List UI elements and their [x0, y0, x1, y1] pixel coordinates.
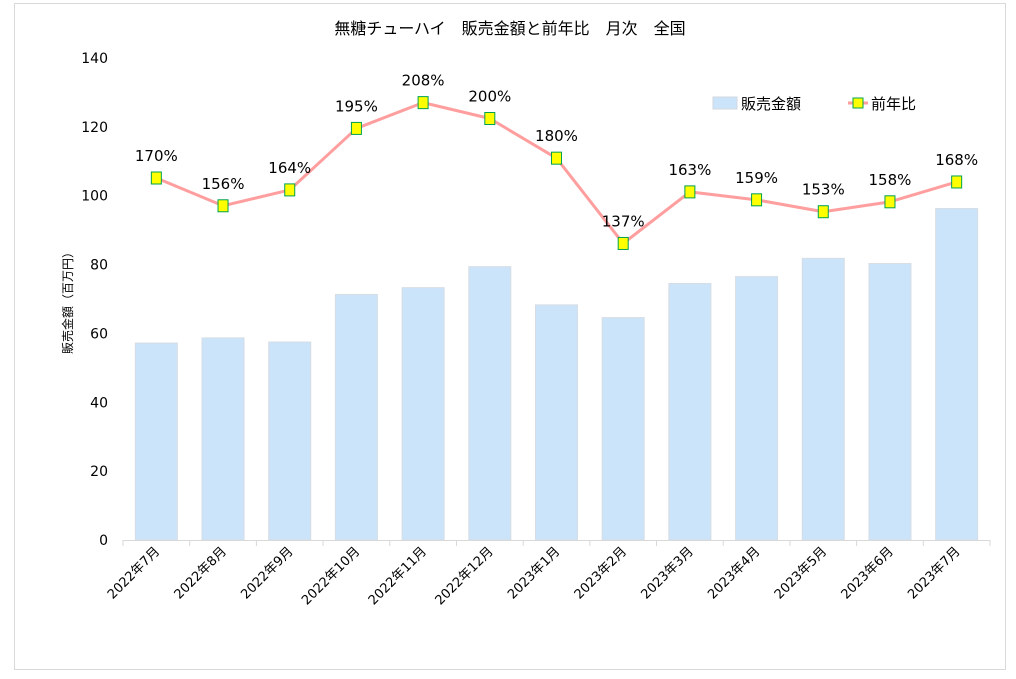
x-tick-label: 2022年9月 [238, 544, 296, 602]
bar [601, 317, 645, 541]
x-tick-label: 2023年7月 [905, 544, 963, 602]
yoy-marker [217, 199, 229, 213]
bar [268, 341, 312, 541]
data-label: 180% [535, 127, 578, 145]
yoy-marker [417, 96, 429, 110]
yoy-marker [284, 183, 296, 197]
y-tick-label: 0 [99, 533, 108, 549]
legend-marker-yoy [852, 97, 864, 109]
legend-label-sales: 販売金額 [741, 95, 801, 113]
x-tick-label: 2023年3月 [638, 544, 696, 602]
x-tick-label: 2023年6月 [839, 544, 897, 602]
yoy-marker [484, 111, 496, 125]
data-label: 168% [935, 151, 978, 169]
x-tick-label: 2023年5月 [772, 544, 830, 602]
data-label: 156% [202, 175, 245, 193]
chart-title: 無糖チューハイ 販売金額と前年比 月次 全国 [334, 19, 685, 38]
bar [334, 294, 378, 541]
y-tick-label: 80 [90, 258, 108, 274]
yoy-marker [551, 151, 562, 165]
legend-label-yoy: 前年比 [871, 95, 916, 113]
x-tick-label: 2022年12月 [433, 544, 497, 608]
data-label: 200% [468, 87, 511, 105]
x-tick-label: 2023年4月 [705, 544, 763, 602]
legend: 販売金額 前年比 [712, 95, 916, 113]
data-label: 164% [268, 159, 311, 177]
y-tick-label: 60 [90, 326, 108, 342]
data-label: 170% [135, 147, 178, 165]
legend-swatch-sales [712, 96, 738, 110]
bar [801, 257, 845, 541]
bar [401, 287, 445, 541]
data-label: 159% [735, 169, 778, 187]
data-label: 153% [802, 181, 845, 199]
yoy-marker [951, 175, 963, 189]
x-tick-label: 2022年11月 [366, 544, 430, 608]
x-tick-label: 2022年7月 [105, 544, 163, 602]
y-tick-label: 100 [81, 189, 108, 205]
y-tick-label: 20 [90, 464, 108, 480]
yoy-marker [884, 195, 896, 209]
y-axis-title: 販売金額（百万円） [60, 246, 75, 354]
bar [468, 266, 512, 541]
bar [201, 337, 245, 541]
data-label: 163% [668, 161, 711, 179]
bar [868, 263, 912, 541]
chart-frame [14, 3, 1006, 670]
bar [735, 276, 779, 541]
x-tick-label: 2023年2月 [572, 544, 630, 602]
data-label: 137% [602, 212, 645, 230]
yoy-marker [751, 193, 763, 207]
data-label: 208% [402, 72, 445, 90]
data-label: 195% [335, 97, 378, 115]
bar [935, 207, 979, 541]
x-tick-label: 2022年8月 [172, 544, 230, 602]
x-tick-label: 2022年10月 [299, 544, 363, 608]
bar [668, 283, 712, 541]
data-label: 158% [869, 171, 912, 189]
yoy-marker [150, 171, 162, 185]
yoy-marker [617, 236, 629, 250]
y-tick-label: 140 [81, 51, 108, 67]
yoy-marker [817, 205, 829, 219]
x-tick-label: 2023年1月 [505, 544, 563, 602]
yoy-marker [350, 121, 362, 135]
bar [134, 342, 178, 541]
y-tick-label: 40 [90, 395, 108, 411]
bar [535, 304, 578, 541]
yoy-marker [684, 185, 696, 199]
y-tick-label: 120 [81, 120, 108, 136]
